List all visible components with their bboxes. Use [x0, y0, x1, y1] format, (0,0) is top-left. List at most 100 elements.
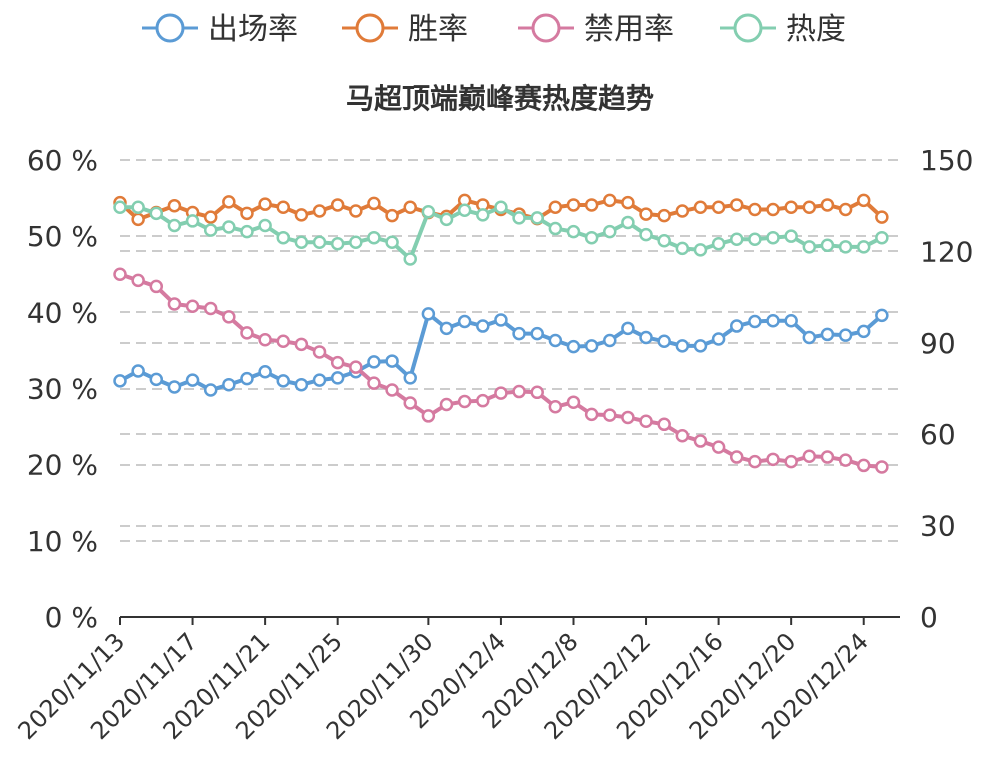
data-point[interactable]	[621, 321, 635, 336]
data-point[interactable]	[240, 326, 254, 340]
data-point[interactable]	[875, 230, 889, 245]
data-point[interactable]	[403, 371, 417, 385]
data-point[interactable]	[258, 197, 272, 211]
data-point[interactable]	[439, 397, 454, 412]
data-point[interactable]	[838, 328, 853, 342]
data-point[interactable]	[258, 218, 272, 233]
data-point[interactable]	[766, 202, 780, 217]
data-point[interactable]	[856, 458, 871, 473]
data-point[interactable]	[838, 202, 853, 217]
data-point[interactable]	[657, 417, 671, 432]
data-point[interactable]	[639, 414, 653, 429]
data-point[interactable]	[512, 211, 526, 225]
data-point[interactable]	[584, 339, 599, 353]
data-point[interactable]	[167, 297, 182, 311]
data-point[interactable]	[566, 339, 581, 354]
data-point[interactable]	[385, 235, 399, 250]
data-point[interactable]	[748, 202, 762, 217]
data-point[interactable]	[203, 223, 218, 237]
data-point[interactable]	[367, 196, 381, 211]
data-point[interactable]	[748, 314, 762, 329]
data-point[interactable]	[203, 210, 218, 224]
data-point[interactable]	[729, 232, 744, 246]
data-point[interactable]	[639, 330, 653, 345]
data-point[interactable]	[294, 235, 309, 250]
data-point[interactable]	[276, 200, 291, 214]
data-point[interactable]	[222, 195, 236, 209]
data-point[interactable]	[149, 372, 164, 387]
data-point[interactable]	[276, 374, 291, 388]
legend-item[interactable]: 胜率	[342, 12, 468, 47]
data-point[interactable]	[349, 204, 363, 218]
data-point[interactable]	[457, 314, 472, 329]
data-point[interactable]	[312, 235, 327, 250]
data-point[interactable]	[113, 200, 127, 214]
data-point[interactable]	[349, 360, 363, 374]
data-point[interactable]	[766, 313, 780, 328]
data-point[interactable]	[584, 198, 599, 212]
data-point[interactable]	[439, 212, 454, 227]
data-point[interactable]	[276, 230, 291, 245]
data-point[interactable]	[258, 364, 272, 379]
data-point[interactable]	[802, 200, 817, 214]
data-point[interactable]	[312, 345, 327, 359]
data-point[interactable]	[548, 333, 563, 348]
data-point[interactable]	[421, 205, 436, 219]
data-point[interactable]	[131, 273, 145, 288]
data-point[interactable]	[530, 385, 544, 400]
data-point[interactable]	[494, 313, 508, 327]
data-point[interactable]	[603, 333, 617, 348]
data-point[interactable]	[639, 227, 653, 242]
legend-item[interactable]: 热度	[720, 12, 846, 47]
data-point[interactable]	[675, 241, 690, 256]
data-point[interactable]	[330, 371, 345, 385]
data-point[interactable]	[113, 374, 127, 388]
data-point[interactable]	[838, 240, 853, 254]
data-point[interactable]	[711, 237, 726, 251]
data-point[interactable]	[639, 207, 653, 221]
data-point[interactable]	[802, 330, 817, 345]
series-出场率[interactable]	[113, 307, 889, 397]
data-point[interactable]	[621, 215, 635, 230]
data-point[interactable]	[476, 393, 490, 408]
data-point[interactable]	[367, 230, 381, 245]
data-point[interactable]	[403, 252, 417, 266]
data-point[interactable]	[312, 373, 327, 387]
data-point[interactable]	[766, 230, 780, 245]
data-point[interactable]	[675, 339, 690, 353]
data-point[interactable]	[729, 450, 744, 464]
data-point[interactable]	[784, 454, 798, 469]
data-point[interactable]	[584, 407, 599, 422]
data-point[interactable]	[167, 218, 182, 233]
data-point[interactable]	[748, 454, 762, 469]
data-point[interactable]	[476, 208, 490, 222]
data-point[interactable]	[421, 307, 436, 321]
data-point[interactable]	[439, 321, 454, 336]
data-point[interactable]	[367, 355, 381, 369]
data-point[interactable]	[820, 238, 835, 253]
data-point[interactable]	[203, 383, 218, 397]
series-禁用率[interactable]	[113, 267, 889, 474]
data-point[interactable]	[693, 243, 708, 257]
data-point[interactable]	[856, 193, 871, 208]
data-point[interactable]	[131, 200, 145, 214]
data-point[interactable]	[421, 409, 436, 423]
data-point[interactable]	[385, 383, 399, 397]
data-point[interactable]	[603, 193, 617, 208]
data-point[interactable]	[312, 204, 327, 218]
data-point[interactable]	[330, 355, 345, 370]
data-point[interactable]	[693, 200, 708, 214]
data-point[interactable]	[603, 224, 617, 239]
data-point[interactable]	[512, 384, 526, 399]
data-point[interactable]	[693, 339, 708, 353]
data-point[interactable]	[476, 319, 490, 333]
series-热度[interactable]	[113, 200, 889, 266]
data-point[interactable]	[294, 377, 309, 392]
data-point[interactable]	[330, 198, 345, 212]
data-point[interactable]	[657, 334, 671, 349]
data-point[interactable]	[838, 453, 853, 467]
data-point[interactable]	[675, 428, 690, 443]
data-point[interactable]	[185, 373, 200, 387]
legend-item[interactable]: 出场率	[142, 12, 298, 47]
data-point[interactable]	[584, 230, 599, 245]
